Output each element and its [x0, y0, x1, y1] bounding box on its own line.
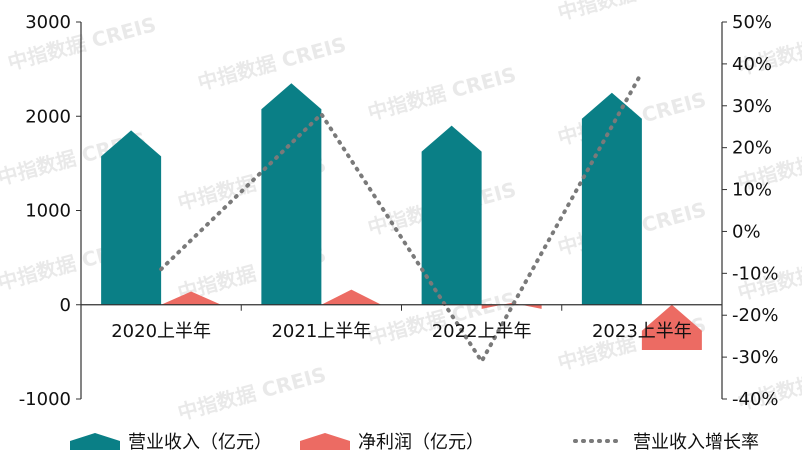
legend-label: 营业收入增长率 [633, 432, 759, 453]
right-tick-label: 30% [732, 96, 772, 117]
left-tick-label: -1000 [19, 389, 71, 410]
growth-rate-line [159, 70, 644, 366]
left-tick-label: 2000 [25, 106, 71, 127]
category-label: 2021上半年 [271, 321, 371, 342]
profit-bar [481, 302, 542, 309]
profit-bar [641, 304, 702, 350]
right-tick-label: -30% [732, 347, 779, 368]
watermark-text: 中指数据 CREIS [195, 32, 349, 95]
right-tick-label: 20% [732, 138, 772, 159]
right-tick-label: -20% [732, 305, 779, 326]
category-label: 2022上半年 [432, 321, 532, 342]
left-tick-label: 3000 [25, 12, 71, 33]
revenue-bar [581, 92, 642, 305]
profit-bar [161, 291, 222, 305]
right-tick-label: 0% [732, 221, 761, 242]
revenue-bar [261, 83, 322, 305]
profit-bar [321, 289, 382, 305]
category-label: 2023上半年 [592, 321, 692, 342]
right-tick-label: -10% [732, 263, 779, 284]
right-tick-label: -40% [732, 389, 779, 410]
revenue-bar [101, 130, 162, 305]
legend: 营业收入（亿元） 净利润（亿元） 营业收入增长率 [70, 432, 759, 453]
legend-swatch [70, 433, 120, 450]
left-tick-label: 0 [60, 295, 71, 316]
right-axis-ticks: -40% -30% -20% -10% 0% 10% 20% 30% 40% 50% [722, 12, 779, 410]
watermark-text: 中指数据 CREIS [555, 0, 709, 25]
watermark-text: 中指数据 CREIS [175, 362, 329, 425]
legend-swatch [300, 433, 350, 450]
category-label: 2020上半年 [111, 321, 211, 342]
growth-line [159, 70, 644, 366]
bars [101, 83, 702, 350]
left-tick-label: 1000 [25, 201, 71, 222]
right-tick-label: 40% [732, 54, 772, 75]
watermark-text: 中指数据 CREIS [365, 62, 519, 125]
legend-label: 净利润（亿元） [358, 432, 484, 453]
legend-label: 营业收入（亿元） [128, 432, 272, 453]
category-labels: 2020上半年 2021上半年 2022上半年 2023上半年 [111, 321, 692, 342]
right-tick-label: 50% [732, 12, 772, 33]
left-axis-ticks: -1000 0 1000 2000 3000 [19, 12, 81, 410]
right-tick-label: 10% [732, 180, 772, 201]
revenue-bar [421, 125, 482, 305]
